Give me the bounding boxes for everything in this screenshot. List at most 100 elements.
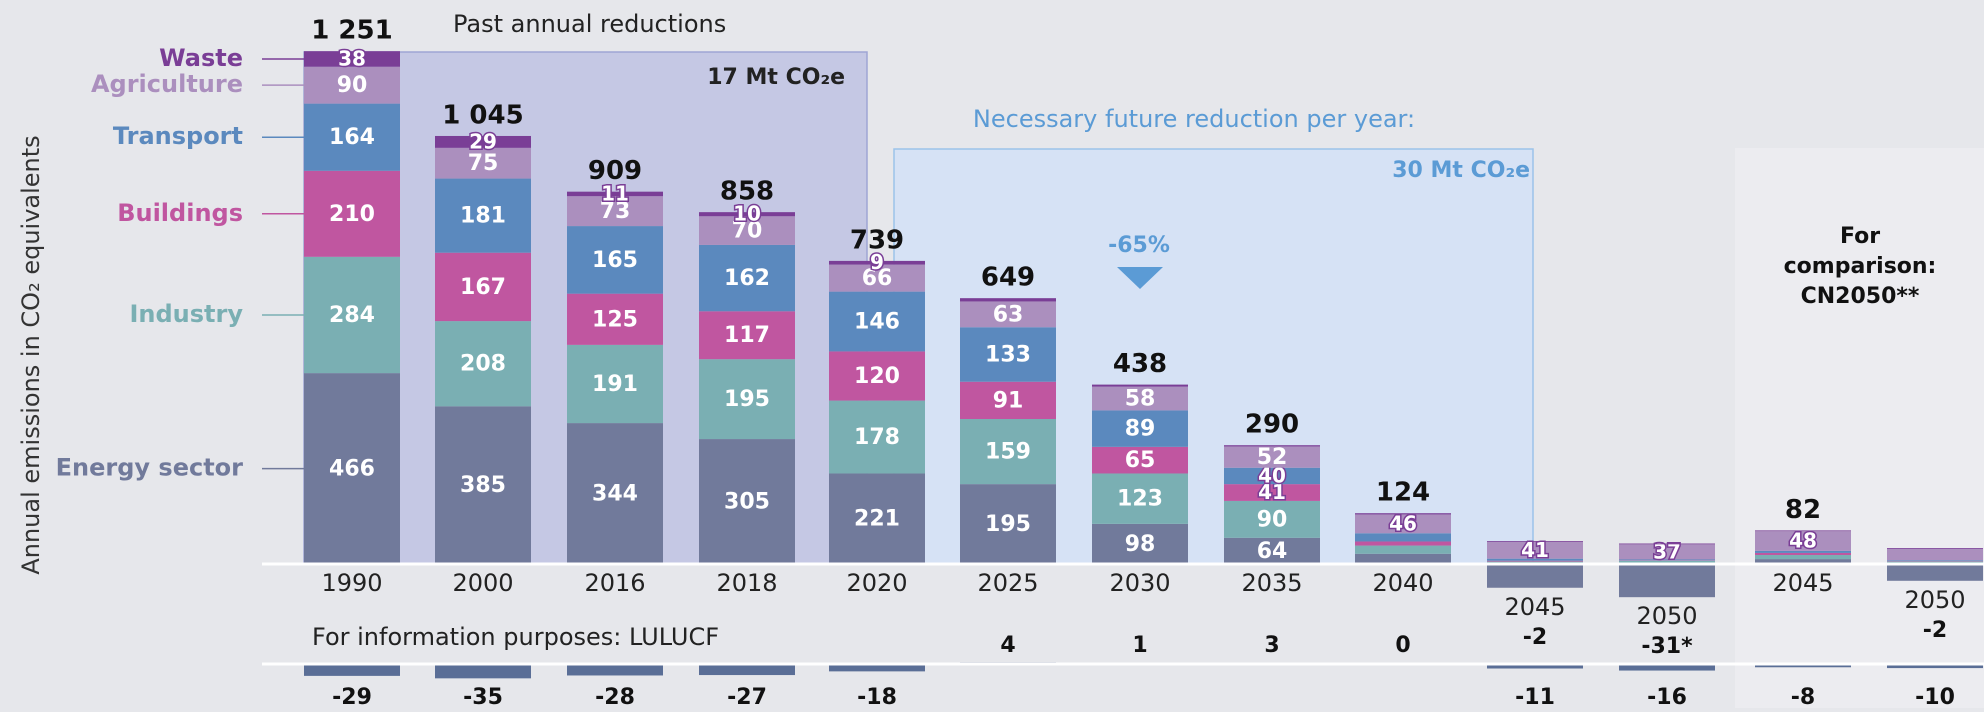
bar-segment — [1355, 513, 1451, 514]
lulucf-bar — [567, 664, 663, 675]
total-label: 909 — [588, 156, 642, 186]
total-label: 739 — [850, 225, 904, 255]
segment-label: 164 — [329, 125, 375, 150]
segment-label: 344 — [592, 482, 638, 507]
segment-label: 90 — [337, 73, 368, 98]
segment-label: 178 — [854, 425, 900, 450]
segment-label: 133 — [985, 342, 1031, 367]
x-tick-label: 2050 — [1904, 586, 1965, 614]
bar-segment — [1487, 564, 1583, 588]
total-label: 290 — [1245, 410, 1299, 440]
segment-label: 98 — [1125, 532, 1156, 557]
total-label: 82 — [1785, 495, 1821, 525]
segment-label: 29 — [469, 129, 497, 153]
total-label: 1 251 — [311, 16, 392, 46]
bar-segment — [1887, 560, 1983, 561]
segment-label: 65 — [1125, 448, 1156, 473]
lulucf-value: -27 — [727, 685, 767, 708]
segment-label: 89 — [1125, 417, 1156, 442]
x-tick-label: 2050 — [1636, 602, 1697, 630]
segment-label: 37 — [1653, 539, 1681, 563]
lulucf-value: -29 — [332, 685, 372, 708]
bar-segment — [1887, 564, 1983, 581]
x-tick-label: 2045 — [1772, 569, 1833, 597]
segment-label: 221 — [854, 507, 900, 532]
segment-label: 58 — [1125, 387, 1156, 412]
lulucf-value: 3 — [1264, 633, 1279, 658]
bar-segment — [1355, 546, 1451, 554]
bar-segment — [1755, 530, 1851, 531]
segment-label: 210 — [329, 202, 375, 227]
segment-label: 46 — [1389, 511, 1417, 535]
segment-label: 117 — [724, 323, 770, 348]
reduction-label: -65% — [1108, 233, 1170, 258]
segment-label: 38 — [338, 46, 366, 70]
segment-label: 167 — [460, 275, 506, 300]
bar-segment — [1619, 564, 1715, 597]
segment-label: 146 — [854, 310, 900, 335]
bar-segment — [1355, 554, 1451, 564]
segment-label: 75 — [468, 151, 499, 176]
segment-label: 91 — [993, 388, 1024, 413]
lulucf-bar — [699, 664, 795, 675]
legend-label: Industry — [129, 300, 243, 328]
legend-label: Transport — [113, 122, 243, 150]
total-label: 649 — [981, 263, 1035, 293]
lulucf-value: 4 — [1000, 633, 1015, 658]
lulucf-value: -28 — [595, 685, 635, 708]
bar-segment — [1092, 385, 1188, 387]
lulucf-value: -8 — [1791, 685, 1815, 708]
lulucf-bar — [435, 664, 531, 678]
lulucf-value: -35 — [463, 685, 503, 708]
total-label: 124 — [1376, 478, 1430, 508]
total-label: 1 045 — [442, 100, 523, 130]
x-tick-label: 2016 — [584, 569, 645, 597]
bar-segment — [1355, 541, 1451, 545]
segment-label: 162 — [724, 266, 770, 291]
bar-segment — [1224, 445, 1320, 446]
future-title: Necessary future reduction per year: — [973, 105, 1415, 133]
y-axis-label: Annual emissions in CO₂ equivalents — [17, 135, 45, 574]
segment-label: 305 — [724, 490, 770, 515]
x-tick-label: 2018 — [716, 569, 777, 597]
x-tick-label: 2020 — [846, 569, 907, 597]
segment-label: 125 — [592, 307, 638, 332]
total-label: 858 — [720, 177, 774, 207]
lulucf-value: -16 — [1647, 685, 1687, 708]
lulucf-bar — [304, 664, 400, 676]
x-tick-label: 1990 — [321, 569, 382, 597]
total-label: -31* — [1641, 634, 1693, 659]
lulucf-value: 1 — [1132, 633, 1147, 658]
x-tick-label: 2040 — [1372, 569, 1433, 597]
legend-label: Energy sector — [56, 454, 244, 482]
x-tick-label: 2000 — [452, 569, 513, 597]
legend-label: Buildings — [117, 199, 243, 227]
bar-segment — [960, 298, 1056, 301]
segment-label: 191 — [592, 372, 638, 397]
segment-label: 181 — [460, 204, 506, 229]
past-rate: 17 Mt CO₂e — [707, 65, 845, 90]
segment-label: 466 — [329, 457, 375, 482]
segment-label: 208 — [460, 352, 506, 377]
segment-label: 64 — [1257, 539, 1288, 564]
segment-label: 63 — [993, 302, 1024, 327]
total-label: -2 — [1523, 625, 1547, 650]
bar-segment — [1755, 555, 1851, 559]
past-title: Past annual reductions — [453, 10, 726, 38]
lulucf-value: -10 — [1915, 685, 1955, 708]
lulucf-value: -18 — [857, 685, 897, 708]
comparison-label: For comparison: CN2050** — [1760, 222, 1960, 312]
total-label: 438 — [1113, 349, 1167, 379]
segment-label: 195 — [724, 387, 770, 412]
bar-segment — [1887, 548, 1983, 549]
segment-label: 385 — [460, 473, 506, 498]
segment-label: 48 — [1789, 529, 1817, 553]
lulucf-value: 0 — [1395, 633, 1410, 658]
segment-label: 284 — [329, 303, 375, 328]
x-tick-label: 2035 — [1241, 569, 1302, 597]
legend-label: Waste — [159, 44, 243, 72]
total-label: -2 — [1923, 618, 1947, 643]
lulucf-value: -11 — [1515, 685, 1555, 708]
bar-segment — [1619, 544, 1715, 545]
